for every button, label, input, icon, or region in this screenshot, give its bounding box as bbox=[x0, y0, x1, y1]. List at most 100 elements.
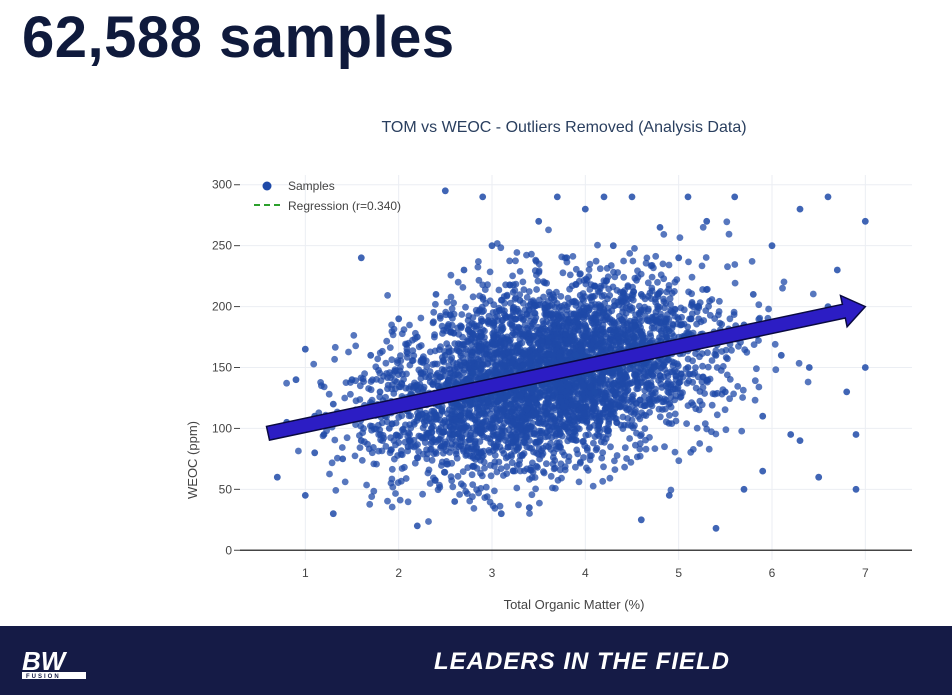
sample-point bbox=[386, 344, 394, 351]
chart-svg: TOM vs WEOC - Outliers Removed (Analysis… bbox=[185, 119, 912, 612]
sample-point bbox=[667, 486, 675, 494]
sample-point bbox=[531, 309, 538, 317]
sample-point bbox=[388, 371, 396, 379]
sample-point bbox=[356, 444, 364, 451]
sample-point bbox=[600, 341, 607, 349]
bw-fusion-logo: BW FUSION bbox=[20, 646, 92, 680]
sample-point bbox=[663, 333, 671, 341]
sample-point bbox=[447, 356, 454, 363]
sample-point bbox=[524, 336, 532, 344]
sample-point bbox=[712, 430, 720, 438]
sample-point bbox=[320, 431, 328, 438]
sample-point bbox=[459, 468, 467, 475]
sample-point bbox=[701, 420, 709, 428]
sample-point bbox=[628, 193, 636, 201]
sample-point bbox=[470, 462, 478, 470]
sample-point bbox=[625, 326, 632, 334]
sample-point bbox=[564, 437, 572, 445]
sample-point bbox=[357, 437, 365, 444]
sample-point bbox=[578, 404, 586, 411]
sample-point bbox=[464, 464, 472, 471]
sample-point bbox=[374, 355, 382, 363]
sample-point bbox=[684, 364, 692, 371]
sample-point bbox=[598, 388, 605, 396]
sample-point bbox=[525, 288, 533, 295]
sample-point bbox=[667, 388, 675, 396]
sample-point bbox=[545, 226, 552, 234]
sample-point bbox=[550, 296, 558, 304]
sample-point bbox=[477, 469, 484, 477]
sample-point bbox=[357, 254, 365, 262]
sample-point bbox=[438, 462, 445, 469]
sample-point bbox=[543, 308, 550, 315]
logo-subtext: FUSION bbox=[26, 674, 61, 680]
sample-point bbox=[571, 297, 578, 305]
sample-point bbox=[625, 405, 633, 413]
sample-point bbox=[561, 301, 568, 309]
sample-point bbox=[382, 393, 389, 401]
sample-point bbox=[755, 337, 762, 344]
sample-point bbox=[467, 401, 474, 409]
sample-point bbox=[514, 440, 522, 448]
sample-point bbox=[683, 379, 691, 387]
x-tick-label: 4 bbox=[582, 566, 589, 580]
sample-point bbox=[641, 360, 648, 368]
sample-point bbox=[723, 371, 731, 379]
sample-point bbox=[555, 341, 563, 349]
sample-point bbox=[469, 314, 477, 321]
sample-point bbox=[644, 279, 652, 287]
sample-point bbox=[580, 437, 587, 445]
sample-point bbox=[777, 351, 785, 359]
sample-point bbox=[511, 447, 518, 455]
sample-point bbox=[350, 332, 358, 339]
sample-point bbox=[708, 401, 716, 409]
sample-point bbox=[388, 465, 396, 473]
sample-point bbox=[480, 433, 488, 441]
sample-point bbox=[399, 426, 406, 434]
sample-point bbox=[596, 346, 604, 354]
sample-point bbox=[495, 458, 503, 466]
sample-point bbox=[566, 271, 574, 279]
sample-point bbox=[608, 320, 616, 328]
sample-point bbox=[704, 378, 711, 386]
sample-point bbox=[589, 376, 596, 384]
sample-point bbox=[751, 396, 759, 404]
sample-point bbox=[571, 413, 578, 421]
sample-point bbox=[613, 452, 621, 459]
sample-point bbox=[479, 406, 487, 414]
sample-point bbox=[329, 510, 337, 518]
sample-point bbox=[389, 331, 397, 339]
sample-point bbox=[509, 304, 517, 312]
sample-point bbox=[740, 485, 748, 493]
sample-point bbox=[688, 310, 696, 318]
sample-point bbox=[582, 280, 590, 288]
sample-point bbox=[571, 389, 578, 396]
sample-point bbox=[584, 337, 591, 345]
sample-point bbox=[394, 452, 401, 459]
sample-point bbox=[604, 273, 612, 281]
sample-point bbox=[620, 273, 628, 281]
sample-point bbox=[652, 308, 660, 316]
sample-point bbox=[538, 452, 546, 459]
sample-point bbox=[352, 342, 360, 350]
sample-point bbox=[631, 422, 638, 429]
sample-point bbox=[611, 273, 619, 281]
sample-point bbox=[575, 478, 583, 486]
sample-point bbox=[542, 359, 550, 366]
sample-point bbox=[704, 363, 712, 371]
sample-point bbox=[539, 444, 547, 452]
sample-point bbox=[609, 371, 617, 378]
sample-point bbox=[795, 359, 803, 367]
sample-point bbox=[503, 292, 511, 300]
sample-point bbox=[528, 491, 536, 499]
sample-point bbox=[675, 315, 682, 323]
sample-point bbox=[519, 316, 527, 323]
sample-point bbox=[432, 415, 440, 423]
sample-point bbox=[385, 425, 393, 432]
sample-point bbox=[532, 302, 540, 310]
sample-point bbox=[523, 405, 531, 413]
sample-point bbox=[538, 337, 545, 345]
sample-point bbox=[657, 319, 665, 327]
sample-point bbox=[356, 382, 364, 390]
sample-point bbox=[497, 510, 505, 518]
